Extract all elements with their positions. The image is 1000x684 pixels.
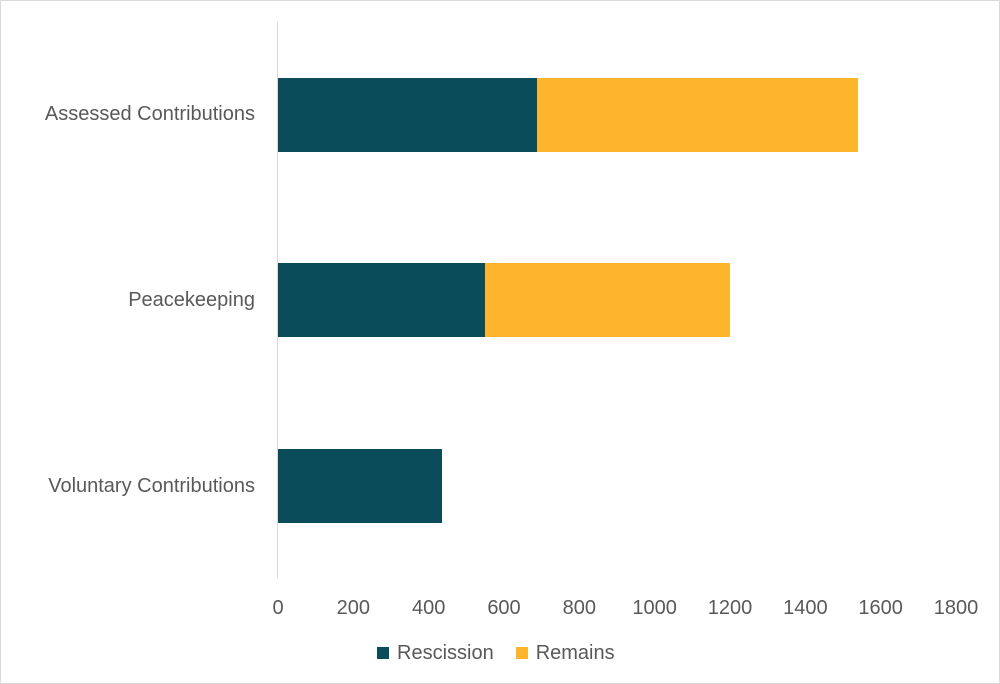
- legend-swatch-rescission-icon: [377, 647, 389, 659]
- x-tick-label: 1800: [933, 597, 979, 619]
- bar-rescission-2: [278, 449, 442, 523]
- legend-item-remains: Remains: [515, 641, 615, 665]
- bar-remains-0: [537, 78, 859, 152]
- bar-remains-1: [485, 263, 730, 337]
- legend-item-rescission: Rescission: [377, 641, 494, 665]
- category-label-voluntary: Voluntary Contributions: [48, 475, 255, 497]
- x-tick-label: 800: [562, 597, 597, 619]
- legend-label-remains: Remains: [535, 642, 615, 664]
- bar-rescission-0: [278, 78, 538, 152]
- x-tick-label: 600: [487, 597, 521, 619]
- legend-swatch-remains-icon: [515, 647, 528, 659]
- x-tick-label: 1400: [783, 597, 828, 619]
- x-tick-label: 1000: [632, 597, 677, 619]
- x-tick-label: 400: [411, 597, 446, 619]
- category-axis-line: [277, 22, 278, 578]
- bar-rescission-1: [278, 263, 486, 337]
- x-tick-label: 1200: [707, 597, 753, 619]
- legend-label-rescission: Rescission: [397, 642, 494, 664]
- category-label-assessed: Assessed Contributions: [44, 103, 255, 125]
- x-tick-label: 1600: [858, 597, 903, 619]
- category-label-peacekeeping: Peacekeeping: [128, 289, 255, 311]
- x-tick-label: 0: [272, 597, 284, 619]
- legend: Rescission Remains: [377, 641, 637, 665]
- x-tick-label: 200: [336, 597, 371, 619]
